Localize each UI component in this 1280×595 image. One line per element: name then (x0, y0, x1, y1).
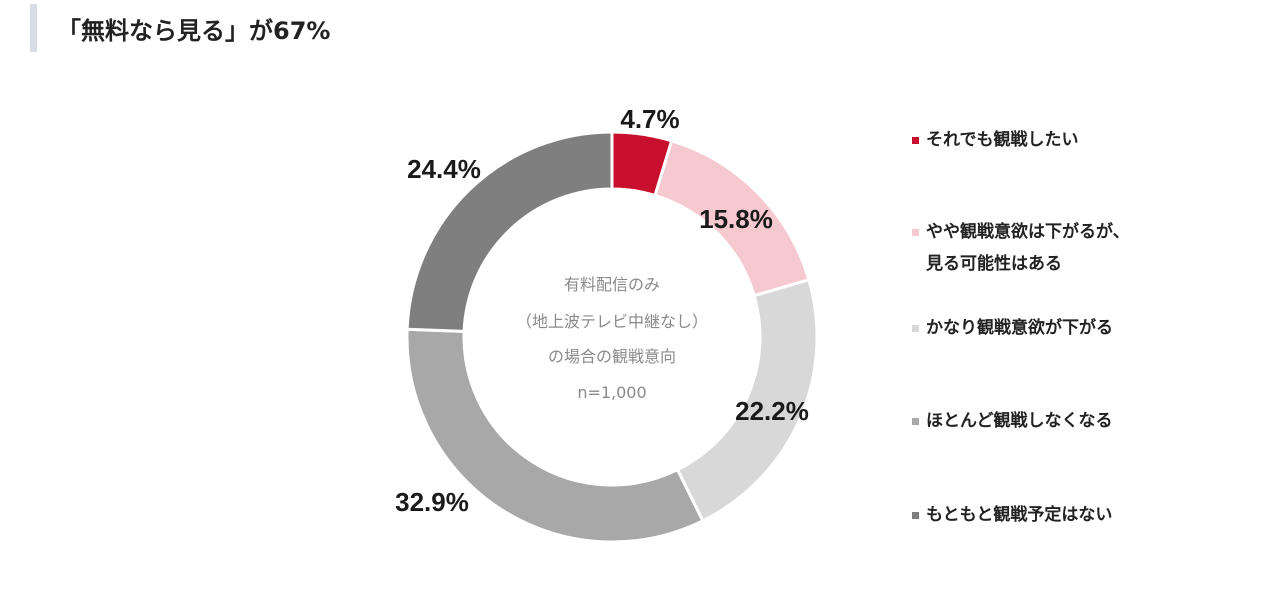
center-label-line3: の場合の観戦意向 (548, 347, 676, 366)
legend-item-3: かなり観戦意欲が下がる (912, 312, 1113, 344)
center-label: 有料配信のみ （地上波テレビ中継なし） の場合の観戦意向 n=1,000 (516, 275, 708, 402)
legend-item-2: やや観戦意欲は下がるが、 見る可能性はある (912, 216, 1130, 280)
legend-swatch-2 (912, 229, 919, 236)
center-label-line2: （地上波テレビ中継なし） (516, 312, 708, 331)
legend-swatch-3 (912, 325, 919, 332)
legend-label-5: もともと観戦予定はない (926, 505, 1113, 525)
slices-layer (405, 130, 819, 544)
value-label-2: 15.8% (699, 204, 773, 234)
value-labels-layer: 4.7% 15.8% 22.2% 32.9% 24.4% (395, 104, 809, 517)
center-label-line4: n=1,000 (577, 383, 646, 402)
donut-slice-4 (405, 327, 705, 544)
legend-swatch-5 (912, 512, 919, 519)
legend-item-5: もともと観戦予定はない (912, 499, 1112, 531)
donut-slice-5 (405, 130, 614, 333)
legend-swatch-1 (912, 137, 919, 144)
legend-label-1: それでも観戦したい (926, 130, 1079, 150)
legend-label-3: かなり観戦意欲が下がる (926, 318, 1113, 338)
center-label-line1: 有料配信のみ (564, 275, 660, 294)
legend-label-4: ほとんど観戦しなくなる (926, 411, 1113, 431)
value-label-1: 4.7% (620, 104, 679, 134)
legend-swatch-4 (912, 418, 919, 425)
value-label-4: 32.9% (395, 487, 469, 517)
legend-item-4: ほとんど観戦しなくなる (912, 405, 1113, 437)
value-label-5: 24.4% (407, 154, 481, 184)
value-label-3: 22.2% (735, 396, 809, 426)
page-heading: 「無料なら見る」が67% (30, 4, 330, 52)
legend-label-2: やや観戦意欲は下がるが、 見る可能性はある (926, 222, 1130, 274)
page-title: 「無料なら見る」が67% (57, 16, 331, 45)
legend-item-1: それでも観戦したい (912, 124, 1079, 156)
